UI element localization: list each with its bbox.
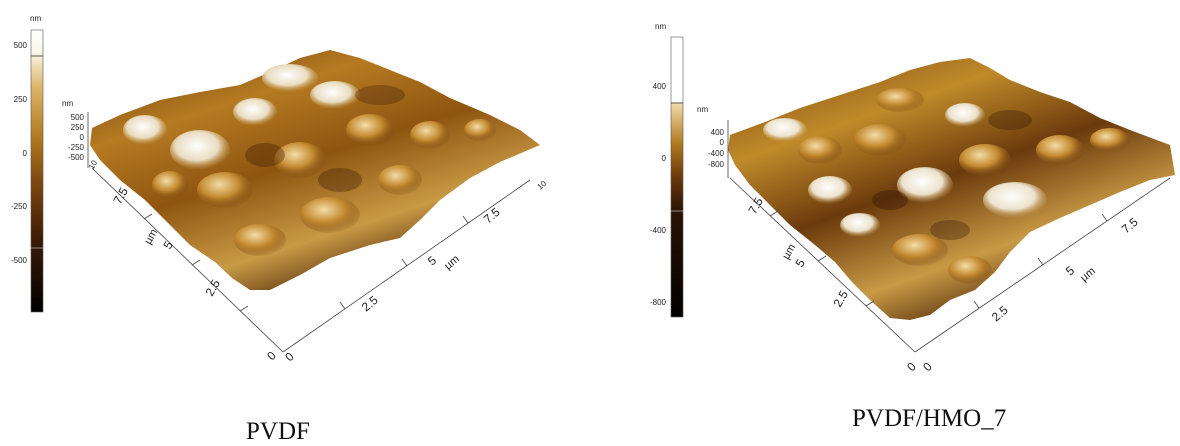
panel-pvdf-hmo7: nm 400 0 -400 -800 bbox=[590, 0, 1180, 443]
y-axis-tick: 2.5 bbox=[202, 277, 223, 299]
z-axis-tick: -800 bbox=[708, 160, 725, 169]
x-axis-tick: 2.5 bbox=[989, 303, 1011, 325]
colorbar-unit: nm bbox=[30, 14, 41, 23]
colorbar-tick: -500 bbox=[11, 256, 28, 265]
colorbar-tick: 0 bbox=[662, 154, 667, 163]
z-axis-tick: -500 bbox=[68, 153, 85, 162]
z-axis-pvdf: nm 500 250 0 -250 -500 bbox=[62, 99, 89, 168]
y-axis-tick: 5 bbox=[160, 238, 176, 251]
colorbar-tick: 400 bbox=[653, 82, 667, 91]
z-axis-tick: 400 bbox=[711, 128, 725, 137]
x-axis-unit: µm bbox=[442, 253, 462, 272]
caption-pvdf-hmo7: PVDF/HMO_7 bbox=[852, 405, 1007, 432]
x-axis-tick: 7.5 bbox=[1119, 215, 1141, 237]
z-axis-unit: nm bbox=[697, 105, 708, 114]
y-axis-tick: 2.5 bbox=[830, 288, 851, 310]
z-axis-tick: 0 bbox=[720, 138, 725, 147]
y-axis-tick: 0 bbox=[904, 359, 919, 374]
y-axis-unit: µm bbox=[142, 227, 160, 246]
colorbar-pvdf-hmo7: nm 400 0 -400 -800 bbox=[650, 22, 684, 318]
y-axis-tick: 0 bbox=[264, 348, 279, 363]
y-axis-tick: 10 bbox=[87, 158, 100, 171]
afm-surface-pvdf-hmo7 bbox=[728, 58, 1175, 320]
colorbar-tick: 250 bbox=[14, 95, 28, 104]
x-axis-unit: µm bbox=[1078, 265, 1098, 284]
caption-pvdf: PVDF bbox=[246, 418, 310, 445]
x-axis-tick: 5 bbox=[425, 253, 439, 268]
y-axis-tick: 5 bbox=[792, 256, 808, 269]
z-axis-tick: -250 bbox=[68, 143, 85, 152]
panel-pvdf: nm 500 250 0 -250 -500 bbox=[0, 0, 590, 445]
colorbar-pvdf: nm 500 250 0 -250 -500 bbox=[11, 14, 44, 313]
x-axis-tick: 10 bbox=[536, 179, 549, 192]
z-axis-unit: nm bbox=[62, 99, 73, 108]
afm-surface-pvdf bbox=[90, 50, 540, 290]
y-axis-tick: 7.5 bbox=[745, 195, 766, 217]
colorbar-gradient bbox=[670, 36, 684, 318]
colorbar-tick: -250 bbox=[11, 202, 28, 211]
z-axis-tick: 0 bbox=[80, 133, 85, 142]
afm-3d-plot-pvdf-hmo7: nm 400 0 -400 -800 bbox=[650, 22, 1175, 374]
colorbar-unit: nm bbox=[655, 22, 666, 31]
colorbar-tick: 500 bbox=[14, 41, 28, 50]
x-axis-tick: 2.5 bbox=[359, 293, 381, 315]
x-axis-tick: 7.5 bbox=[481, 205, 503, 227]
z-axis-tick: 500 bbox=[71, 113, 85, 122]
z-axis-tick: -400 bbox=[708, 149, 725, 158]
z-axis-tick: 250 bbox=[71, 123, 85, 132]
z-axis-pvdf-hmo7: nm 400 0 -400 -800 bbox=[697, 105, 729, 178]
x-axis-tick: 0 bbox=[282, 349, 297, 364]
colorbar-tick: -400 bbox=[650, 226, 667, 235]
colorbar-gradient bbox=[30, 29, 44, 313]
colorbar-tick: 0 bbox=[23, 149, 28, 158]
afm-3d-plot-pvdf: nm 500 250 0 -250 -500 bbox=[11, 14, 549, 364]
x-axis-tick: 0 bbox=[920, 359, 935, 374]
colorbar-tick: -800 bbox=[650, 298, 667, 307]
x-axis-tick: 5 bbox=[1063, 263, 1077, 278]
